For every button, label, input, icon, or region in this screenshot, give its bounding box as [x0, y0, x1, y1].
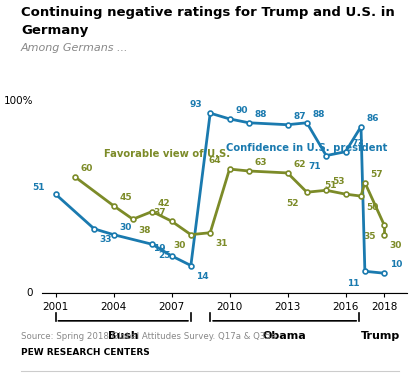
Text: 51: 51 [325, 181, 337, 190]
Text: 88: 88 [255, 110, 267, 119]
Text: 51: 51 [32, 183, 45, 192]
Text: Germany: Germany [21, 24, 88, 38]
Text: Favorable view of U.S.: Favorable view of U.S. [104, 148, 230, 159]
Text: 38: 38 [139, 226, 151, 235]
Text: 57: 57 [370, 170, 383, 179]
Text: 52: 52 [286, 199, 299, 208]
Text: 45: 45 [119, 193, 132, 202]
Text: 35: 35 [363, 232, 376, 241]
Text: 62: 62 [293, 160, 306, 169]
Text: 37: 37 [153, 208, 166, 217]
Text: 31: 31 [216, 239, 228, 248]
Text: PEW RESEARCH CENTERS: PEW RESEARCH CENTERS [21, 348, 150, 357]
Text: 90: 90 [235, 106, 247, 115]
Text: Continuing negative ratings for Trump and U.S. in: Continuing negative ratings for Trump an… [21, 6, 395, 19]
Text: 73: 73 [351, 139, 364, 148]
Text: 14: 14 [197, 272, 209, 281]
Text: Bush: Bush [108, 331, 139, 341]
Text: 53: 53 [332, 177, 344, 186]
Text: 33: 33 [100, 236, 112, 244]
Text: 30: 30 [173, 241, 185, 250]
Text: 87: 87 [293, 112, 306, 121]
Text: 71: 71 [308, 162, 320, 171]
Text: Among Germans ...: Among Germans ... [21, 43, 129, 53]
Text: 11: 11 [347, 279, 360, 288]
Text: 86: 86 [367, 114, 379, 123]
Text: 93: 93 [189, 100, 202, 109]
Text: Source: Spring 2018 Global Attitudes Survey. Q17a & Q35a.: Source: Spring 2018 Global Attitudes Sur… [21, 332, 279, 341]
Text: Trump: Trump [361, 331, 400, 341]
Text: 88: 88 [312, 110, 325, 119]
Text: 30: 30 [119, 223, 131, 232]
Text: 10: 10 [390, 260, 402, 269]
Text: Confidence in U.S. president: Confidence in U.S. president [226, 143, 387, 153]
Text: 64: 64 [209, 156, 221, 165]
Text: Obama: Obama [263, 331, 307, 341]
Text: 30: 30 [390, 241, 402, 250]
Text: 42: 42 [158, 199, 171, 208]
Text: 60: 60 [80, 164, 93, 173]
Text: 19: 19 [153, 244, 166, 254]
Text: 50: 50 [367, 202, 379, 211]
Text: 25: 25 [158, 251, 170, 260]
Text: 63: 63 [255, 158, 267, 167]
